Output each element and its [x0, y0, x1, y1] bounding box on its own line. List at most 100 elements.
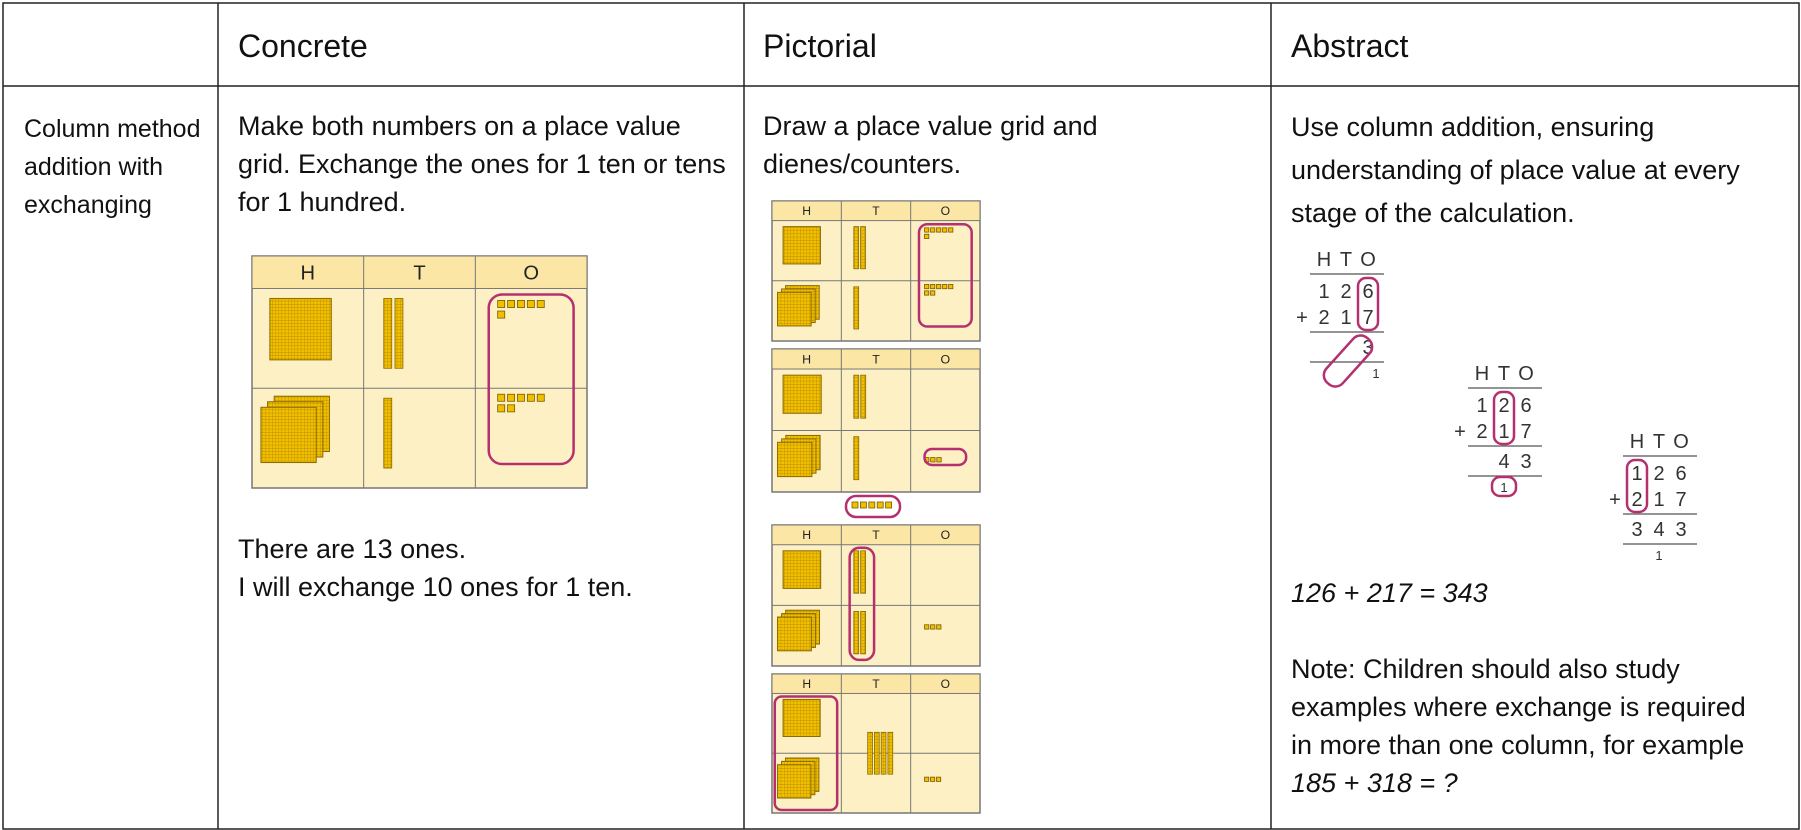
ten-rod	[853, 611, 860, 655]
grid-header-label: H	[301, 262, 316, 284]
exchange-ring	[917, 222, 973, 328]
hundred-block	[777, 291, 812, 327]
one-cube	[526, 393, 535, 402]
grid-header-label: O	[941, 352, 951, 366]
calc-header: H	[1317, 249, 1331, 271]
ten-rod	[853, 550, 860, 594]
one-cube	[536, 393, 545, 402]
calc-addend: 126	[1631, 463, 1686, 485]
one-cube	[860, 501, 867, 509]
one-cube	[526, 300, 535, 308]
calc-header: T	[1498, 363, 1510, 385]
one-cube	[497, 404, 506, 413]
note-text: Note: Children should also study example…	[1291, 654, 1746, 760]
exchange-ring	[1490, 475, 1518, 498]
calc-addend: 217	[1631, 489, 1686, 511]
one-cube	[948, 284, 954, 290]
ten-rod	[383, 298, 393, 369]
exchange-ring	[848, 546, 876, 662]
calc-header: T	[1653, 431, 1665, 453]
grid-header-label: T	[872, 528, 880, 542]
calc-header: T	[1340, 249, 1352, 271]
ten-rod	[887, 731, 894, 775]
hundred-block	[782, 374, 822, 414]
hundred-block	[782, 550, 822, 589]
exchange-ring	[773, 695, 839, 812]
explanation: There are 13 ones. I will exchange 10 on…	[238, 530, 728, 606]
ten-rod	[853, 226, 860, 270]
one-cube	[924, 776, 930, 782]
one-cube	[868, 501, 876, 509]
one-cube	[930, 227, 936, 233]
one-cube	[497, 300, 506, 308]
calc-operator: +	[1609, 489, 1621, 511]
one-cube	[924, 233, 930, 239]
instruction: Draw a place value grid and dienes/count…	[763, 111, 1098, 179]
grid-header-label: H	[802, 528, 811, 542]
one-cube	[930, 624, 936, 630]
grid-header-label: T	[872, 677, 880, 691]
one-cube	[507, 300, 516, 308]
grid-header-label: O	[941, 204, 950, 218]
one-cube	[497, 310, 506, 319]
equation: 126 + 217 = 343	[1291, 578, 1488, 609]
instruction: Make both numbers on a place value grid.…	[238, 111, 726, 217]
exchange-ring	[923, 447, 968, 467]
instruction: Use column addition, ensuring understand…	[1291, 112, 1740, 228]
header-cell: Concrete	[238, 28, 368, 64]
calc-result: 43	[1498, 451, 1531, 473]
hundred-block	[777, 441, 813, 478]
ten-rod	[860, 374, 867, 419]
grid-header-label: H	[802, 352, 811, 366]
equation-text: 126 + 217 = 343	[1291, 578, 1488, 608]
calc-result: 3	[1362, 337, 1373, 359]
ten-rod	[853, 374, 860, 419]
one-cube	[930, 284, 936, 290]
one-cube	[885, 501, 892, 509]
calc-header: O	[1360, 249, 1376, 271]
grid-header	[251, 255, 588, 289]
note: Note: Children should also study example…	[1291, 650, 1771, 802]
one-cube	[936, 284, 942, 290]
one-cube	[930, 290, 936, 296]
one-cube	[924, 290, 930, 296]
calc-operator: +	[1296, 307, 1308, 329]
ten-rod	[860, 611, 866, 655]
one-cube	[924, 624, 930, 630]
one-cube	[507, 393, 516, 402]
grid-header-label: O	[941, 677, 950, 691]
one-cube	[497, 393, 506, 402]
one-cube	[924, 284, 930, 290]
exchange-ring	[1356, 276, 1380, 332]
exchange-ring	[844, 494, 902, 519]
calc-addend: 126	[1476, 395, 1531, 417]
calc-carry: 1	[1500, 480, 1507, 495]
calc-operator: +	[1454, 421, 1466, 443]
grid-header-label: H	[802, 204, 811, 218]
ten-rod	[860, 226, 866, 270]
row-label: Column method addition with exchanging	[24, 115, 201, 219]
ten-rod	[853, 436, 860, 481]
calc-carry: 1	[1655, 548, 1662, 563]
exchange-ring	[487, 293, 575, 466]
note-example: 185 + 318 = ?	[1291, 768, 1458, 798]
header-cell: Abstract	[1291, 28, 1409, 64]
one-cube	[876, 501, 884, 509]
one-cube	[936, 624, 942, 630]
explanation-line: I will exchange 10 ones for 1 ten.	[238, 572, 633, 602]
grid-header-label: H	[802, 677, 811, 691]
header-cell: Pictorial	[763, 28, 877, 64]
one-cube	[536, 300, 545, 308]
grid-header	[771, 524, 981, 546]
one-cube	[948, 227, 954, 233]
one-cube	[936, 227, 942, 233]
hundred-block	[782, 698, 821, 737]
ten-rod	[867, 731, 873, 775]
hundred-block	[782, 226, 821, 265]
ten-rod	[394, 298, 404, 369]
one-cube	[942, 227, 948, 233]
calc-result: 343	[1631, 519, 1686, 541]
calc-addend: 217	[1476, 421, 1531, 443]
